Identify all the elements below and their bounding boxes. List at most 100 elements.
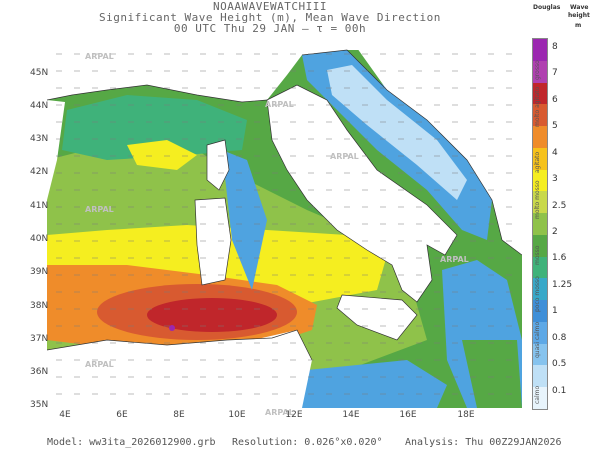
legend-color-swatch — [533, 321, 547, 345]
watermark-4: ARPAL — [85, 205, 114, 214]
lat-label-39n: 39N — [30, 267, 49, 277]
lon-label-12e: 12E — [285, 410, 303, 420]
legend-tick-label: 4 — [552, 147, 558, 158]
legend-douglas-header: Douglas — [533, 4, 561, 11]
lon-label-6e: 6E — [116, 410, 128, 420]
legend-sea-state-label: calmo — [534, 385, 541, 404]
lat-label-44n: 44N — [30, 101, 49, 111]
legend-sea-state-label: grosso — [534, 60, 541, 81]
lat-label-37n: 37N — [30, 334, 49, 344]
legend-tick-label: 1.6 — [552, 253, 567, 264]
legend-color-swatch — [533, 126, 547, 149]
legend-color-swatch — [533, 234, 547, 258]
land-north-africa — [47, 338, 302, 408]
legend-color-swatch — [533, 39, 547, 62]
land-corsica — [207, 140, 229, 190]
legend-sea-state-label: agitato — [534, 151, 541, 173]
lat-label-45n: 45N — [30, 68, 49, 78]
land-italy — [267, 85, 457, 302]
legend-height-header: height — [568, 12, 590, 19]
lat-label-41n: 41N — [30, 201, 49, 211]
wave-zone-south-blue — [297, 360, 447, 408]
coastline-sicily — [336, 294, 418, 341]
wave-map — [47, 40, 522, 408]
legend-tick-label: 0.5 — [552, 359, 567, 370]
legend-tick-label: 3 — [552, 174, 558, 185]
direction-arrows — [56, 53, 512, 395]
land-spain — [47, 100, 65, 200]
lon-label-4e: 4E — [59, 410, 71, 420]
watermark-2: ARPAL — [265, 100, 294, 109]
legend-tick-label: 5 — [552, 121, 558, 132]
legend-color-swatch — [533, 278, 547, 301]
lon-label-16e: 16E — [399, 410, 417, 420]
legend-unit: m — [575, 22, 582, 29]
watermark-1: ARPAL — [85, 52, 114, 61]
legend-color-swatch — [533, 104, 547, 127]
lat-label-38n: 38N — [30, 301, 49, 311]
lat-label-42n: 42N — [30, 167, 49, 177]
land-sardinia — [195, 198, 231, 285]
footer-analysis: Analysis: Thu 00Z29JAN2026 — [405, 437, 562, 448]
legend-tick-label: 2 — [552, 227, 558, 237]
coastline-balkans — [301, 49, 522, 256]
legend-sea-state-label: poco mosso — [534, 275, 541, 312]
map-title: NOAAWAVEWATCHIII — [213, 0, 327, 13]
lon-label-14e: 14E — [342, 410, 360, 420]
legend-sea-state-label: molto mosso — [534, 180, 541, 219]
wave-zone-ligurian — [62, 95, 247, 160]
legend-tick-label: 1 — [552, 306, 558, 317]
legend-tick-label: 7 — [552, 68, 558, 79]
land-france — [47, 40, 522, 102]
legend-sea-state-label: molto agitato — [534, 86, 541, 127]
footer-resolution: Resolution: 0.026°x0.020° — [232, 437, 383, 448]
legend-color-swatch — [533, 147, 547, 171]
legend-tick-label: 1.25 — [552, 279, 573, 290]
wave-zone-ionian-green — [462, 340, 522, 408]
legend-color-swatch — [533, 191, 547, 214]
wave-zone-darkred — [147, 298, 277, 332]
wave-max-purple — [169, 325, 175, 331]
watermark-6: ARPAL — [85, 360, 114, 369]
legend-color-swatch — [533, 387, 547, 410]
map-subtitle: Significant Wave Height (m), Mean Wave D… — [99, 11, 441, 24]
legend-color-swatch — [533, 256, 547, 279]
footer-model: Model: ww3ita_2026012900.grb — [47, 437, 216, 448]
coastline-corsica — [206, 139, 230, 191]
legend-tick-label: 0.1 — [552, 385, 567, 396]
watermark-7: ARPAL — [265, 408, 294, 417]
lon-label-10e: 10E — [228, 410, 246, 420]
legend-color-swatch — [533, 60, 547, 83]
watermark-3: ARPAL — [330, 152, 359, 161]
lat-label-43n: 43N — [30, 134, 49, 144]
land-balkans — [357, 48, 522, 255]
lat-label-36n: 36N — [30, 367, 49, 377]
legend-wave-header: Wave — [570, 4, 589, 11]
wave-zone-ligurian-yellow — [127, 140, 197, 170]
coastline-africa — [47, 329, 313, 361]
wave-zone-tyrrhenian-blue — [222, 150, 267, 290]
lat-label-35n: 35N — [30, 400, 49, 410]
legend-sea-state-label: mosso — [534, 245, 541, 266]
coastline-italy — [266, 84, 458, 303]
watermark-5: ARPAL — [440, 255, 469, 264]
legend-tick-label: 2.5 — [552, 200, 567, 211]
wave-zone-adriatic-inner — [327, 65, 467, 200]
legend-tick-label: 0.8 — [552, 332, 567, 343]
lon-label-18e: 18E — [457, 410, 475, 420]
legend-color-swatch — [533, 365, 547, 388]
legend-tick-label: 8 — [552, 42, 558, 52]
legend-tick-label: 6 — [552, 94, 558, 105]
map-time: 00 UTC Thu 29 JAN – τ = 00h — [173, 22, 367, 35]
legend-color-swatch — [533, 300, 547, 323]
land-tunisia — [262, 330, 312, 408]
legend-color-swatch — [533, 343, 547, 366]
coastline-france — [47, 84, 268, 103]
legend-colorbar — [532, 38, 548, 410]
lat-label-40n: 40N — [30, 234, 49, 244]
legend-color-swatch — [533, 213, 547, 236]
lon-label-8e: 8E — [173, 410, 185, 420]
legend-color-swatch — [533, 82, 547, 105]
land-sicily — [337, 295, 417, 340]
coastline-sardinia — [194, 197, 232, 286]
